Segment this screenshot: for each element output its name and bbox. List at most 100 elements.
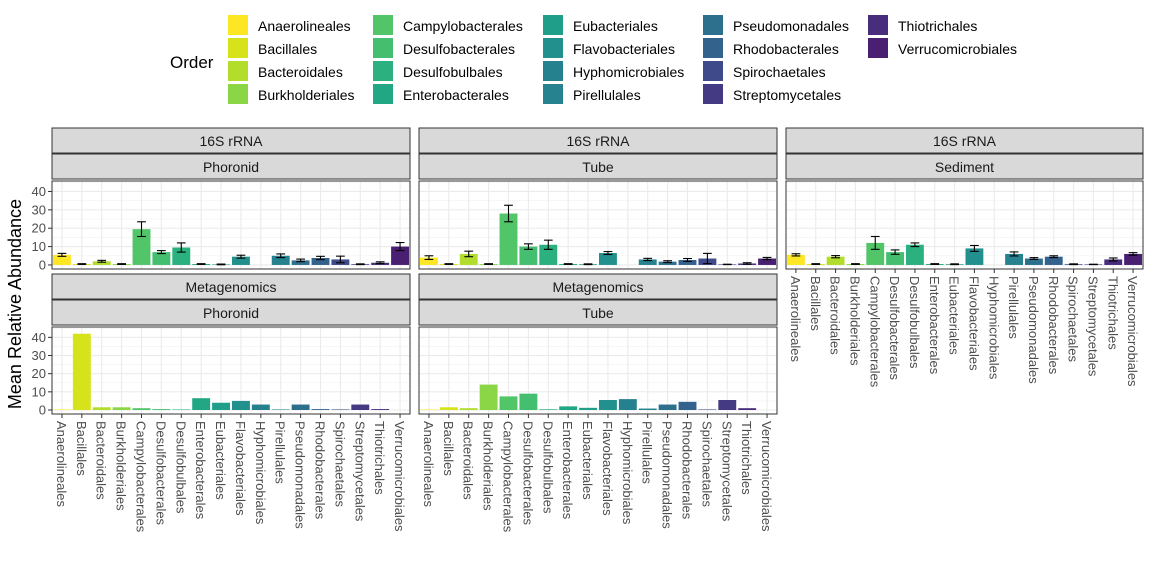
legend-swatch xyxy=(543,38,563,58)
error-bar-eubacteriales xyxy=(583,263,593,266)
x-tick-label: Bacteroidales xyxy=(828,276,843,355)
x-tick-label: Streptomycetales xyxy=(719,421,734,522)
x-tick-label: Verrucomicrobiales xyxy=(759,421,774,532)
bar-spirochaetales xyxy=(698,409,717,411)
x-tick-label: Streptomycetales xyxy=(1085,276,1100,377)
x-tick-label: Bacteroidales xyxy=(94,421,109,500)
strip-sample-label: Tube xyxy=(582,305,614,321)
strip-sample-label: Phoronid xyxy=(203,305,259,321)
legend: Order Anaerolineales Bacillales Bacteroida… xyxy=(170,15,1017,104)
bar-pseudomonadales xyxy=(291,404,310,411)
bar-campylobacterales xyxy=(132,229,151,265)
x-tick-label: Desulfobacterales xyxy=(520,421,535,526)
error-bar-burkholderiales xyxy=(117,263,126,265)
legend-label: Eubacteriales xyxy=(573,18,658,34)
legend-swatch xyxy=(228,38,248,58)
bar-enterobacterales xyxy=(192,398,211,411)
y-tick-label: 30 xyxy=(32,348,46,363)
legend-swatch xyxy=(543,15,563,35)
bar-pirellulales xyxy=(271,255,290,265)
error-bar-campylobacterales xyxy=(870,235,880,250)
x-tick-label: Enterobacterales xyxy=(560,421,575,520)
bar-hyphomicrobiales xyxy=(251,404,270,411)
x-tick-label: Hyphomicrobiales xyxy=(253,421,268,525)
x-tick-label: Hyphomicrobiales xyxy=(620,421,635,525)
bar-eubacteriales xyxy=(579,407,598,411)
error-bar-pseudomonadales xyxy=(663,260,672,264)
legend-label: Enterobacterales xyxy=(403,87,509,103)
y-tick-label: 40 xyxy=(32,184,46,199)
bar-anaerolineales xyxy=(419,257,438,265)
error-bar-eubacteriales xyxy=(216,263,226,266)
legend-swatch xyxy=(543,84,563,104)
bar-rhodobacterales xyxy=(678,401,697,411)
error-bar-enterobacterales xyxy=(196,263,206,265)
error-bar-pirellulales xyxy=(1009,251,1019,257)
bar-campylobacterales xyxy=(499,396,518,411)
x-tick-label: Verrucomicrobiales xyxy=(1125,276,1140,387)
strip-method-label: Metagenomics xyxy=(552,279,643,295)
panel-metagenomics-phoronid: Metagenomics Phoronid 0 10 20 30 40 Anaerolinea… xyxy=(32,273,411,533)
plot-area xyxy=(786,181,1143,269)
error-bar-burkholderiales xyxy=(851,263,860,265)
error-bar-thiotrichales xyxy=(375,261,385,265)
legend-swatch xyxy=(868,38,888,58)
bar-desulfobulbales xyxy=(172,247,191,265)
x-tick-label: Eubacteriales xyxy=(580,421,595,500)
x-tick-label: Desulfobacterales xyxy=(887,276,902,381)
x-tick-label: Eubacteriales xyxy=(213,421,228,500)
x-tick-label: Bacillales xyxy=(441,421,456,476)
error-bar-bacillales xyxy=(444,263,454,265)
error-bar-flavobacteriales xyxy=(236,254,246,259)
bar-desulfobacterales xyxy=(152,252,171,265)
y-tick-label: 0 xyxy=(39,403,46,418)
x-tick-label: Rhodobacterales xyxy=(680,421,695,520)
bar-bacillales xyxy=(72,333,91,411)
bar-campylobacterales xyxy=(866,242,885,265)
bar-verrucomicrobiales xyxy=(758,258,777,265)
bar-flavobacteriales xyxy=(231,400,250,411)
x-tick-label: Spirochaetales xyxy=(699,421,714,507)
bar-thiotrichales xyxy=(1104,259,1123,265)
legend-title: Order xyxy=(170,53,214,72)
y-axis-title: Mean Relative Abundance xyxy=(5,199,25,409)
error-bar-campylobacterales xyxy=(504,204,513,223)
bar-campylobacterales xyxy=(132,408,151,411)
bar-hyphomicrobiales xyxy=(618,399,637,411)
error-bar-spirochaetales xyxy=(336,255,345,264)
legend-label: Hyphomicrobiales xyxy=(573,64,684,80)
x-tick-label: Desulfobulbales xyxy=(540,421,555,514)
error-bar-eubacteriales xyxy=(950,263,959,266)
error-bar-pirellulales xyxy=(643,257,653,262)
plot-area xyxy=(419,181,777,269)
bar-desulfobacterales xyxy=(519,246,538,265)
bar-bacteroidales xyxy=(826,256,845,265)
panel-border xyxy=(51,326,411,415)
x-tick-label: Burkholderiales xyxy=(847,276,862,366)
panel-16s-rrna-phoronid: 16S rRNA Phoronid 0 10 20 30 40 xyxy=(32,127,411,272)
error-bar-enterobacterales xyxy=(563,263,573,265)
legend-label: Thiotrichales xyxy=(898,18,977,34)
plot-area xyxy=(52,327,410,414)
x-tick-label: Pseudomonadales xyxy=(293,421,308,529)
x-tick-label: Bacillales xyxy=(74,421,89,476)
strip-method xyxy=(418,273,778,300)
legend-label: Verrucomicrobiales xyxy=(898,41,1017,57)
panel-16s-rrna-tube: 16S rRNA Tube xyxy=(418,127,778,270)
x-tick-label: Spirochaetales xyxy=(1066,276,1081,362)
legend-swatch xyxy=(373,38,393,58)
bar-pseudomonadales xyxy=(291,260,310,265)
bar-verrucomicrobiales xyxy=(391,246,410,265)
error-bar-desulfobulbales xyxy=(910,242,920,248)
bar-flavobacteriales xyxy=(231,256,250,265)
y-tick-label: 10 xyxy=(32,384,46,399)
x-tick-label: Flavobacteriales xyxy=(966,276,981,371)
bar-bacteroidales xyxy=(92,261,111,265)
legend-swatch xyxy=(703,15,723,35)
x-tick-label: Campylobacterales xyxy=(867,276,882,388)
error-bar-desulfobacterales xyxy=(890,249,900,255)
error-bar-rhodobacterales xyxy=(316,255,325,261)
bar-pseudomonadales xyxy=(1024,258,1043,265)
x-tick-label: Spirochaetales xyxy=(332,421,347,507)
x-tick-label: Thiotrichales xyxy=(372,421,387,495)
